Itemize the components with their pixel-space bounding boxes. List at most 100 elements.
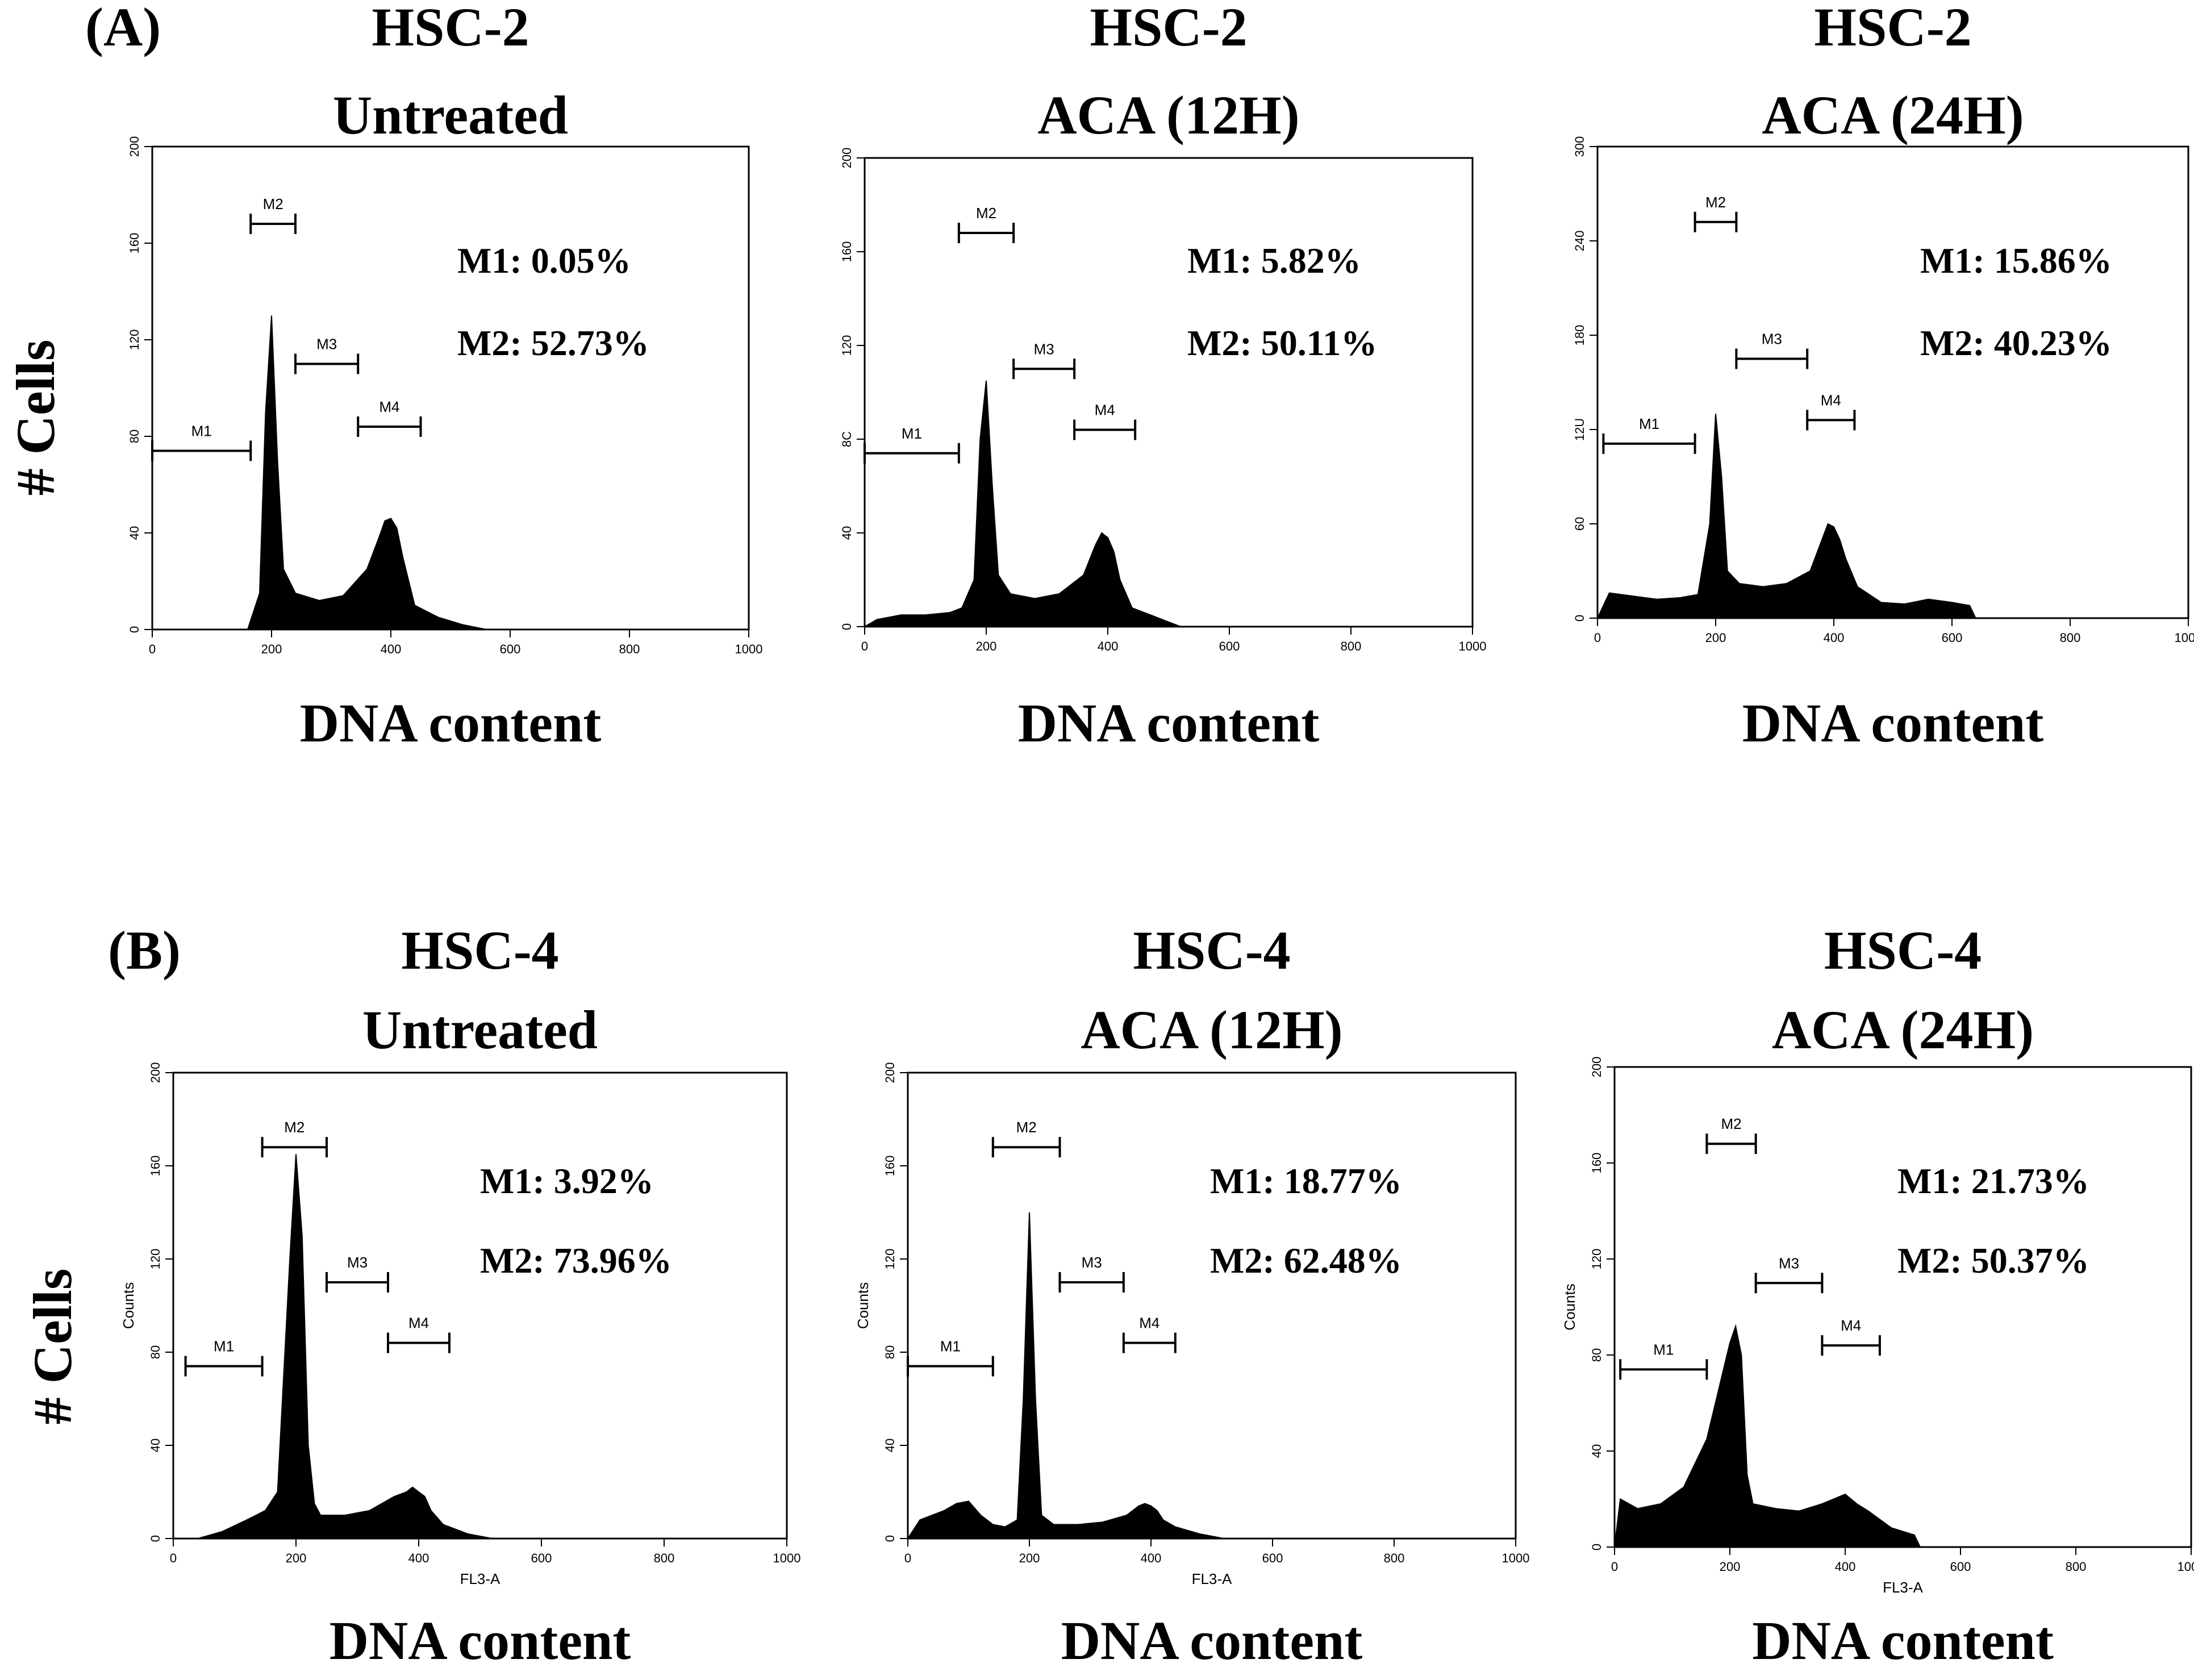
y-tick-label: 12U [1572,418,1587,441]
annotation-m2: M2: 50.11% [1187,323,1377,363]
y-tick-label: 180 [1572,325,1587,346]
annotation-m2: M2: 50.37% [1897,1240,2089,1281]
x-axis-label: FL3-A [1883,1579,1923,1596]
x-tick-label: 600 [1950,1560,1971,1574]
gate-label-m4: M4 [1821,391,1841,408]
annotation-m2: M2: 52.73% [457,323,649,363]
annotation-m1: M1: 0.05% [457,240,631,281]
y-tick-label: 0 [1572,615,1587,622]
y-tick-label: 160 [1590,1153,1604,1174]
x-tick-label: 800 [619,642,640,656]
y-tick-label: 160 [127,233,141,254]
gate-label-m2: M2 [976,205,996,222]
x-tick-label: 400 [1141,1551,1162,1565]
y-tick-label: 200 [1590,1057,1604,1078]
x-tick-label: 400 [1098,639,1119,653]
x-tick-label: 600 [500,642,521,656]
plot-frame [864,157,1474,628]
x-tick-label: 200 [1720,1560,1741,1574]
annotation-m2: M2: 62.48% [1210,1240,1402,1281]
gate-label-m2: M2 [1721,1115,1741,1132]
gate-label-m3: M3 [1082,1254,1102,1271]
y-tick-label: 240 [1572,231,1587,252]
gate-label-m2: M2 [1705,194,1726,211]
x-tick-label: 800 [1341,639,1362,653]
chart-title-condition: ACA (12H) [1037,85,1299,145]
histogram-fill [907,1212,1516,1539]
x-axis-title: DNA content [1742,693,2044,753]
gate-label-m1: M1 [214,1338,234,1355]
plot-frame [172,1072,788,1540]
gate-label-m4: M4 [1841,1317,1861,1334]
x-tick-label: 400 [381,642,402,656]
gate-label-m4: M4 [1139,1315,1159,1332]
gate-label-m1: M1 [940,1338,961,1355]
annotation-m2: M2: 40.23% [1920,323,2112,363]
histogram-fill [152,315,749,630]
chart-title-condition: ACA (24H) [1762,85,2024,145]
chart-title-condition: Untreated [362,999,598,1060]
x-tick-label: 200 [1019,1551,1040,1565]
gate-label-m3: M3 [316,336,337,353]
annotation-m2: M2: 73.96% [480,1240,672,1281]
x-tick-label: 200 [261,642,282,656]
y-tick-label: 80 [883,1345,897,1359]
x-axis-label: FL3-A [1192,1570,1232,1587]
y-tick-label: 60 [1572,517,1587,531]
x-tick-label: 1000 [1502,1551,1530,1565]
histogram-fill [862,380,1473,627]
gate-label-m4: M4 [379,398,399,415]
x-tick-label: 800 [1384,1551,1405,1565]
chart-title-condition: ACA (12H) [1081,999,1342,1060]
gate-label-m1: M1 [902,425,922,442]
y-tick-label: 40 [840,526,854,540]
chart-1: HSC-2 Untreated 0 200 400 600 800 1000 0 40 80 120 1… [127,0,762,753]
panel-label-a: (A) [85,0,161,57]
gate-label-m1: M1 [1639,415,1659,432]
chart-title-condition: ACA (24H) [1772,999,2034,1060]
x-axis-title: DNA content [329,1610,631,1671]
annotation-m1: M1: 5.82% [1187,240,1361,281]
y-axis-label: Counts [1561,1283,1578,1330]
chart-title-cell-line: HSC-2 [1090,0,1247,57]
x-tick-label: 800 [654,1551,675,1565]
x-axis-title: DNA content [1061,1610,1363,1671]
x-tick-label: 200 [1705,631,1726,645]
x-tick-label: 600 [1262,1551,1283,1565]
plot-frame [907,1072,1517,1540]
chart-4: HSC-4 Untreated 0 200 400 600 800 1000 0 40 80 120 1… [120,920,800,1671]
y-axis-title-a: # Cells [5,340,66,496]
chart-2: HSC-2 ACA (12H) 0 200 400 600 800 1000 0 40 8C 120 1… [840,0,1486,753]
chart-6: HSC-4 ACA (24H) 0 200 400 600 800 1000 0 40 80 120 1… [1561,920,2194,1671]
x-axis-title: DNA content [300,693,602,753]
y-axis-title-b: # Cells [22,1269,83,1425]
y-tick-label: 80 [1590,1348,1604,1362]
gate-label-m3: M3 [1779,1254,1799,1272]
chart-title-cell-line: HSC-2 [372,0,529,57]
plot-frame [1613,1066,2192,1548]
histogram-fill [173,1154,787,1539]
x-tick-label: 400 [1824,631,1845,645]
gate-label-m1: M1 [1653,1341,1674,1358]
y-axis-label: Counts [854,1282,871,1329]
gate-label-m1: M1 [191,423,212,440]
annotation-m1: M1: 21.73% [1897,1161,2089,1201]
chart-title-cell-line: HSC-4 [1133,920,1290,981]
x-tick-label: 600 [1219,639,1240,653]
x-tick-label: 0 [904,1551,911,1565]
gate-label-m2: M2 [1016,1119,1037,1136]
y-tick-label: 0 [883,1535,897,1542]
y-tick-label: 0 [840,623,854,630]
x-tick-label: 800 [2060,631,2081,645]
x-tick-label: 1000 [2178,1560,2194,1574]
y-tick-label: 200 [840,148,854,169]
annotation-m1: M1: 3.92% [480,1161,654,1201]
annotation-m1: M1: 15.86% [1920,240,2112,281]
y-tick-label: 200 [127,136,141,157]
chart-title-cell-line: HSC-2 [1814,0,1971,57]
chart-5: HSC-4 ACA (12H) 0 200 400 600 800 1000 0 40 80 120 1… [854,920,1529,1671]
y-tick-label: 200 [883,1062,897,1083]
x-axis-title: DNA content [1018,693,1320,753]
x-tick-label: 1000 [735,642,763,656]
